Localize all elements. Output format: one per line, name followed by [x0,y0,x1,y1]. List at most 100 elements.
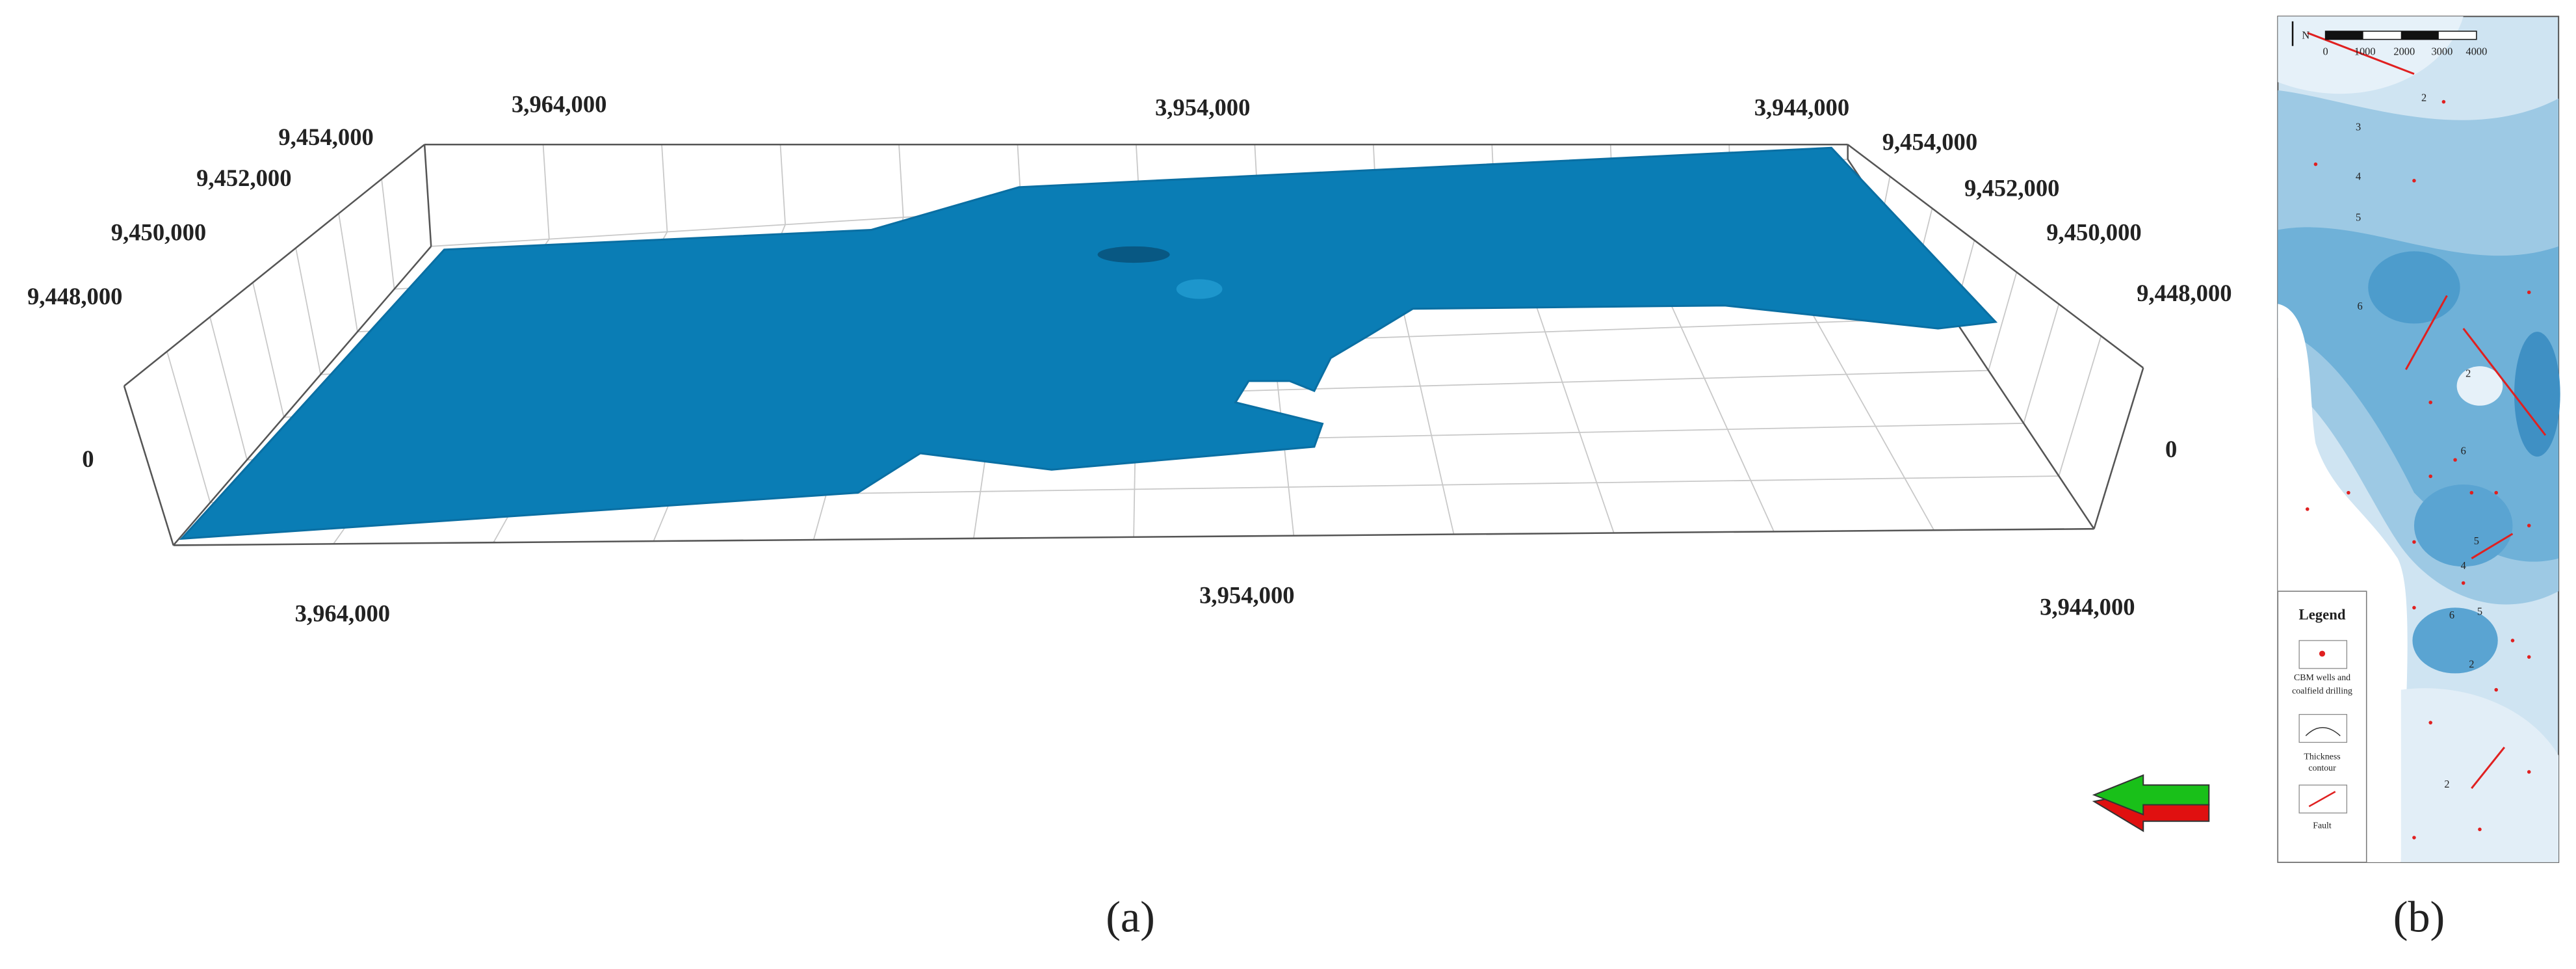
well [2527,290,2531,295]
grid-line [779,144,786,225]
label: 4 [2356,170,2361,183]
box-edge [1847,144,2144,369]
well [2478,827,2482,832]
well [2428,400,2432,405]
fault [2471,747,2506,790]
box-edge [172,245,432,546]
label: 3 [2356,121,2361,133]
zone-light [2456,366,2503,406]
legend-label: Fault [2313,821,2332,830]
grid-line [338,213,358,332]
label: 3,944,000 [1754,94,1849,121]
label: 5 [2477,605,2482,618]
label: 4 [2461,559,2466,572]
scale-seg [2400,31,2439,40]
well [2469,490,2474,495]
surface-bump [1176,279,1223,299]
box-edge [124,144,425,387]
label: 0 [82,445,94,472]
well [2527,524,2531,527]
well [2412,540,2416,544]
label: 9,450,000 [111,219,206,246]
zone [2514,332,2560,457]
label: 6 [2358,300,2363,312]
grid-line [542,144,550,239]
legend-swatch [2298,713,2348,743]
zone [2278,227,2559,562]
zone-light [2400,688,2559,862]
well [2461,581,2465,585]
well [2441,100,2446,104]
label: 1000 [2354,46,2376,58]
grid-line [252,282,285,418]
label: 2 [2469,658,2474,670]
label: N [2302,29,2309,41]
label: 3000 [2431,46,2452,58]
legend-well [2319,650,2326,657]
label: 6 [2461,444,2466,457]
label: 3,964,000 [295,600,390,626]
label: 5 [2474,535,2479,547]
grid-line [209,317,248,460]
fault [2462,328,2547,436]
label: 5 [2356,211,2361,224]
grid-line [295,248,322,375]
well [2306,507,2309,511]
well [2313,162,2318,166]
zone [2368,251,2460,324]
label: 9,454,000 [278,124,373,150]
legend-title: Legend [2299,606,2346,622]
label: 3,964,000 [512,91,606,118]
grid-line [1988,272,2018,371]
label: 9,454,000 [1882,129,1977,155]
well [2428,474,2432,479]
fault [2471,533,2514,559]
grid-line [2023,304,2060,424]
label: 2 [2465,367,2471,380]
legend-label: CBM wells and [2294,673,2350,683]
well [2453,458,2457,462]
label: (a) [1106,892,1155,941]
legend-label: coalfield drilling [2292,686,2352,696]
label: 9,452,000 [196,165,291,191]
grid-line [2058,336,2102,477]
well [2412,179,2416,183]
label: (b) [2393,892,2445,941]
legend-contour [2305,727,2341,736]
label: 9,448,000 [27,283,122,310]
label: 2 [2444,778,2449,790]
label: 9,448,000 [2137,280,2231,306]
well [2412,836,2416,840]
well [2412,605,2416,610]
label: 3,944,000 [2040,593,2135,620]
box-edge [423,144,432,246]
grid-line [898,144,904,218]
legend-fault [2308,791,2336,808]
box-edge [173,527,2094,546]
grid-line [381,179,395,289]
thickness-surface [179,146,1998,540]
label: 0 [2165,436,2177,462]
label: 2000 [2393,46,2415,58]
well [2510,639,2515,643]
scale-seg [2325,31,2363,40]
well [2494,490,2498,495]
label: 4000 [2466,46,2488,58]
label: 2 [2421,91,2426,103]
well [2428,721,2432,724]
box-edge [2093,367,2144,529]
box-edge [123,386,174,546]
label: 9,450,000 [2046,219,2141,246]
well [2494,687,2498,692]
well [2527,770,2531,774]
fault [2404,295,2448,370]
arrow-green [2092,774,2210,816]
label: 6 [2449,609,2454,621]
surface-dip [1097,246,1170,263]
label: 0 [2322,46,2328,58]
label: 9,452,000 [1964,174,2059,201]
zone [2412,607,2498,674]
legend-label: Thickness [2304,752,2340,762]
